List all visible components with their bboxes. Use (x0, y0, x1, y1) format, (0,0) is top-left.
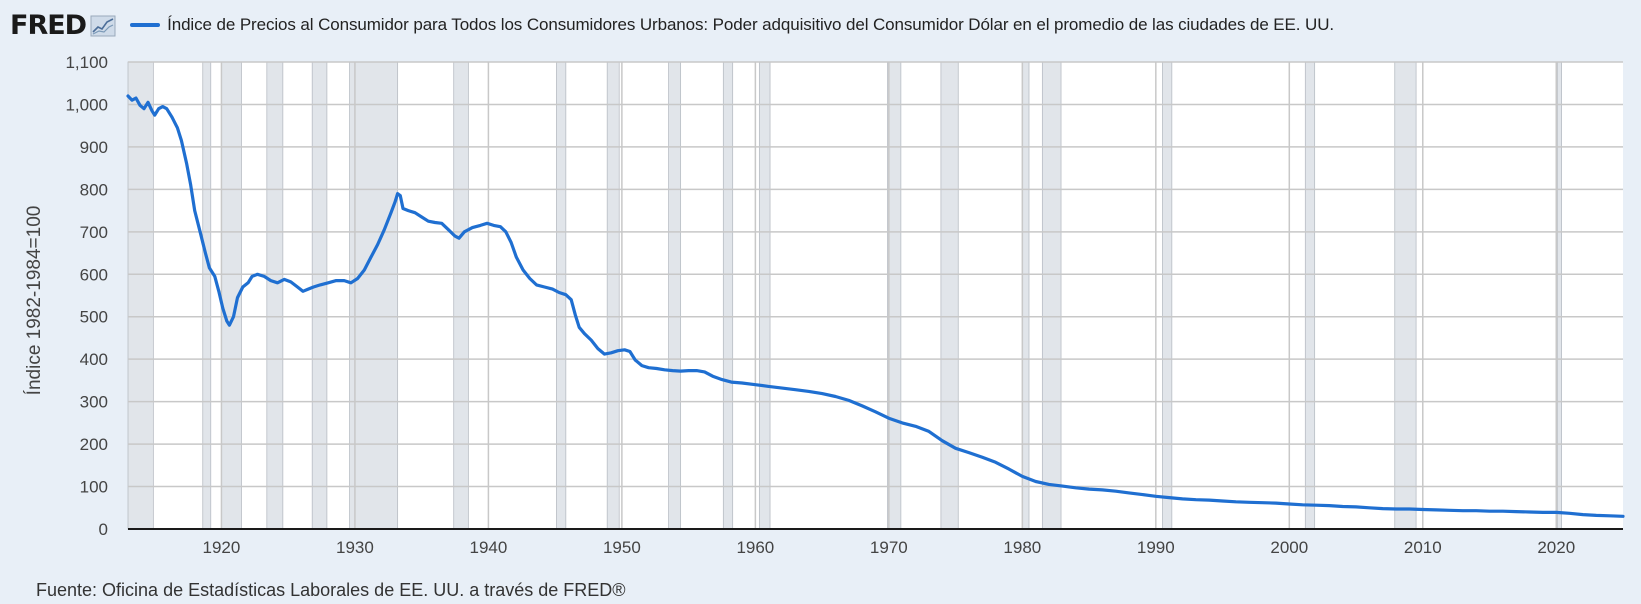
recession-band (758, 61, 771, 530)
x-axis: 1920 1930 1940 1950 1960 1970 1980 1990 2000 2010… (203, 538, 1576, 557)
recession-band (606, 61, 620, 530)
y-tick-label: 900 (80, 138, 108, 157)
chart-header: FRED Índice de Precios al Consumidor par… (10, 8, 1334, 42)
legend-swatch (130, 23, 161, 27)
recession-band (311, 61, 328, 530)
x-tick-label: 1990 (1137, 538, 1175, 557)
recession-band (453, 61, 469, 530)
x-tick-label: 1960 (736, 538, 774, 557)
y-axis: 0 100 200 300 400 500 600 700 800 900 1,000 1,100 (65, 53, 108, 539)
y-tick-label: 300 (80, 393, 108, 412)
source-note[interactable]: Fuente: Oficina de Estadísticas Laborale… (36, 580, 626, 600)
series-layer (126, 94, 1625, 518)
recession-band (1304, 61, 1316, 530)
recession-band (722, 61, 734, 530)
y-tick-label: 0 (99, 520, 108, 539)
x-tick-label: 1930 (336, 538, 374, 557)
chart-title: Índice de Precios al Consumidor para Tod… (167, 15, 1335, 34)
x-tick-label: 1940 (469, 538, 507, 557)
recession-band (1021, 61, 1030, 530)
recession-band (1162, 61, 1173, 530)
y-tick-label: 800 (80, 180, 108, 199)
x-tick-label: 1950 (603, 538, 641, 557)
y-tick-label: 100 (80, 478, 108, 497)
y-tick-label: 1,100 (65, 53, 108, 72)
fred-logo[interactable]: FRED (10, 9, 87, 41)
x-tick-label: 2010 (1404, 538, 1442, 557)
recession-band (1041, 61, 1062, 530)
y-tick-label: 700 (80, 223, 108, 242)
x-tick-label: 1970 (870, 538, 908, 557)
recession-band (1557, 61, 1562, 530)
x-tick-label: 2020 (1537, 538, 1575, 557)
recession-bands (127, 61, 1562, 530)
y-tick-label: 200 (80, 435, 108, 454)
x-tick-label: 2000 (1270, 538, 1308, 557)
x-tick-label: 1980 (1003, 538, 1041, 557)
grid-lines (128, 61, 1623, 529)
recession-band (1394, 61, 1417, 530)
y-axis-label: Índice 1982-1984=100 (24, 206, 45, 396)
y-tick-label: 1,000 (65, 95, 108, 114)
series-line[interactable] (126, 94, 1625, 518)
y-tick-label: 500 (80, 308, 108, 327)
x-tick-label: 1920 (203, 538, 241, 557)
y-tick-label: 600 (80, 265, 108, 284)
y-tick-label: 400 (80, 350, 108, 369)
recession-band (202, 61, 212, 530)
line-chart-icon (90, 15, 116, 37)
recession-band (668, 61, 682, 530)
recession-band (266, 61, 284, 530)
recession-band (127, 61, 154, 530)
recession-band (940, 61, 959, 530)
recession-band (349, 61, 399, 530)
